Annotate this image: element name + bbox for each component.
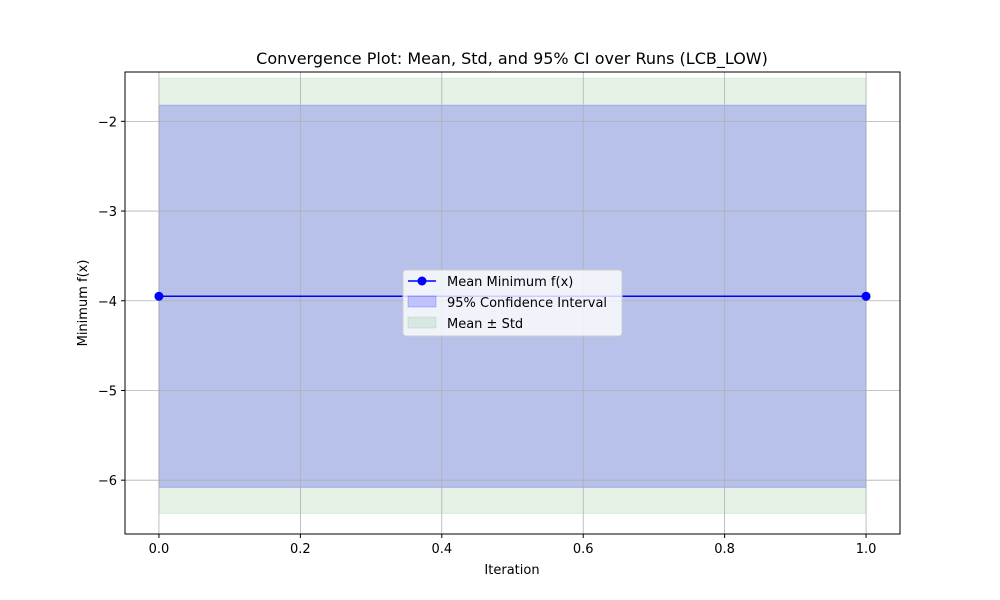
- x-axis-title: Iteration: [484, 563, 539, 578]
- legend: Mean Minimum f(x) 95% Confidence Interva…: [402, 269, 623, 337]
- y-tick-label-2: −4: [98, 295, 117, 310]
- chart-title: Convergence Plot: Mean, Std, and 95% CI …: [256, 49, 768, 69]
- x-tick-label-2: 0.4: [431, 542, 452, 557]
- y-axis-title: Minimum f(x): [76, 260, 91, 347]
- legend-label-ci: 95% Confidence Interval: [447, 296, 607, 311]
- x-tick-label-4: 0.8: [714, 542, 735, 557]
- plot-area-frame: [124, 71, 901, 535]
- legend-label-std: Mean ± Std: [447, 317, 523, 332]
- legend-swatch-std: [407, 316, 437, 329]
- x-tick-label-5: 1.0: [856, 542, 877, 557]
- data-point-0: [154, 291, 164, 301]
- x-tick-label-3: 0.6: [573, 542, 594, 557]
- y-tick-label-4: −2: [98, 115, 117, 130]
- legend-swatch-ci: [407, 295, 437, 308]
- x-tick-label-0: 0.0: [149, 542, 170, 557]
- y-tick-label-3: −3: [98, 205, 117, 220]
- ticks-layer: 0.0 0.2 0.4 0.6 0.8 1.0 −6 −5 −4 −3 −2: [98, 115, 877, 557]
- x-tick-label-1: 0.2: [290, 542, 311, 557]
- grid-layer: [125, 72, 900, 534]
- y-tick-label-0: −6: [98, 474, 117, 489]
- legend-label-mean: Mean Minimum f(x): [447, 275, 573, 290]
- legend-marker-sample: [417, 276, 427, 286]
- legend-box: [402, 269, 623, 337]
- data-point-1: [861, 291, 871, 301]
- y-tick-label-1: −5: [98, 384, 117, 399]
